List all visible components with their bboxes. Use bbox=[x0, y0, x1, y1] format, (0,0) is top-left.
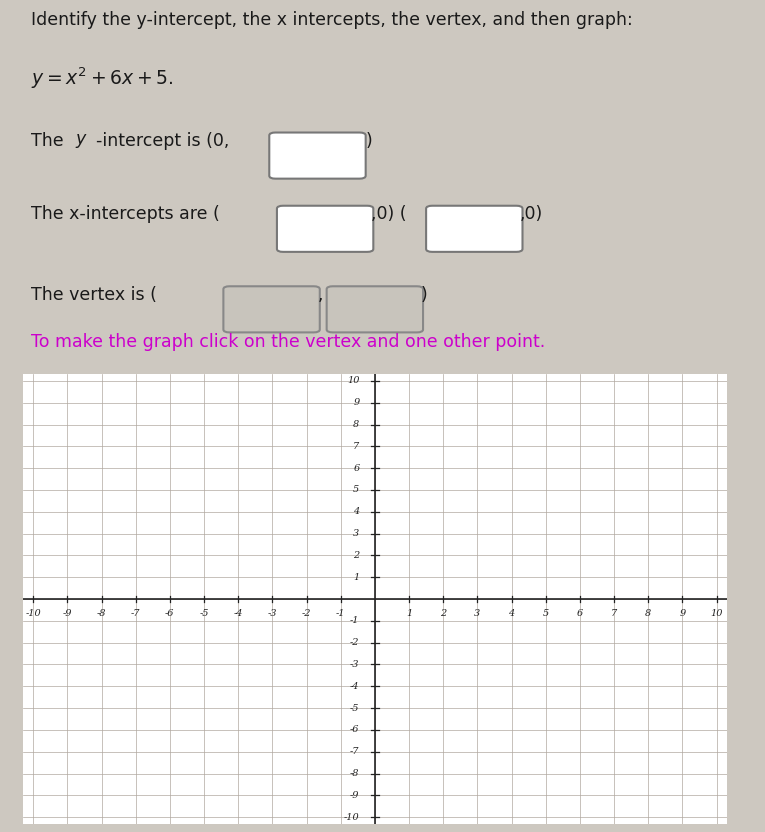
FancyBboxPatch shape bbox=[327, 286, 423, 333]
Text: -3: -3 bbox=[268, 609, 277, 618]
Text: -5: -5 bbox=[199, 609, 209, 618]
Text: -6: -6 bbox=[165, 609, 174, 618]
Text: -intercept is (0,: -intercept is (0, bbox=[96, 131, 229, 150]
Text: 5: 5 bbox=[542, 609, 549, 618]
Text: ): ) bbox=[421, 285, 428, 304]
Text: 4: 4 bbox=[509, 609, 515, 618]
Text: 6: 6 bbox=[353, 463, 360, 473]
Text: 6: 6 bbox=[577, 609, 583, 618]
Text: 9: 9 bbox=[353, 399, 360, 407]
Text: $y$: $y$ bbox=[75, 131, 88, 150]
Text: -9: -9 bbox=[63, 609, 72, 618]
Text: -10: -10 bbox=[343, 813, 360, 822]
Text: -8: -8 bbox=[350, 769, 360, 778]
Text: -5: -5 bbox=[350, 704, 360, 712]
Text: 1: 1 bbox=[406, 609, 412, 618]
Text: ): ) bbox=[366, 131, 373, 150]
Text: -4: -4 bbox=[350, 681, 360, 691]
Text: 7: 7 bbox=[353, 442, 360, 451]
Text: 7: 7 bbox=[611, 609, 617, 618]
Text: 10: 10 bbox=[347, 376, 360, 385]
Text: -9: -9 bbox=[350, 791, 360, 800]
Text: -7: -7 bbox=[131, 609, 141, 618]
Text: -4: -4 bbox=[233, 609, 243, 618]
FancyBboxPatch shape bbox=[223, 286, 320, 333]
Text: -1: -1 bbox=[336, 609, 346, 618]
Text: 1: 1 bbox=[353, 572, 360, 582]
Text: -8: -8 bbox=[97, 609, 106, 618]
Text: ,0): ,0) bbox=[520, 205, 543, 223]
FancyBboxPatch shape bbox=[277, 206, 373, 252]
Text: -1: -1 bbox=[350, 617, 360, 626]
Text: 2: 2 bbox=[440, 609, 446, 618]
Text: ,0) (: ,0) ( bbox=[371, 205, 406, 223]
Text: -10: -10 bbox=[25, 609, 41, 618]
Text: The vertex is (: The vertex is ( bbox=[31, 285, 157, 304]
Text: ,: , bbox=[317, 285, 323, 304]
Text: To make the graph click on the vertex and one other point.: To make the graph click on the vertex an… bbox=[31, 334, 545, 351]
Text: Identify the y-intercept, the x intercepts, the vertex, and then graph:: Identify the y-intercept, the x intercep… bbox=[31, 11, 633, 29]
Text: The: The bbox=[31, 131, 69, 150]
Text: -2: -2 bbox=[301, 609, 311, 618]
Text: 3: 3 bbox=[353, 529, 360, 538]
Text: -2: -2 bbox=[350, 638, 360, 647]
Text: 5: 5 bbox=[353, 486, 360, 494]
Text: -3: -3 bbox=[350, 660, 360, 669]
Text: 3: 3 bbox=[474, 609, 480, 618]
Text: -7: -7 bbox=[350, 747, 360, 756]
FancyBboxPatch shape bbox=[426, 206, 522, 252]
Text: 8: 8 bbox=[645, 609, 651, 618]
Text: 9: 9 bbox=[679, 609, 685, 618]
FancyBboxPatch shape bbox=[269, 132, 366, 179]
Text: 2: 2 bbox=[353, 551, 360, 560]
Text: $y = x^2 + 6x + 5.$: $y = x^2 + 6x + 5.$ bbox=[31, 66, 173, 92]
Text: 10: 10 bbox=[710, 609, 723, 618]
Text: 8: 8 bbox=[353, 420, 360, 429]
Text: 4: 4 bbox=[353, 508, 360, 517]
Text: -6: -6 bbox=[350, 726, 360, 735]
Text: The x-intercepts are (: The x-intercepts are ( bbox=[31, 205, 220, 223]
